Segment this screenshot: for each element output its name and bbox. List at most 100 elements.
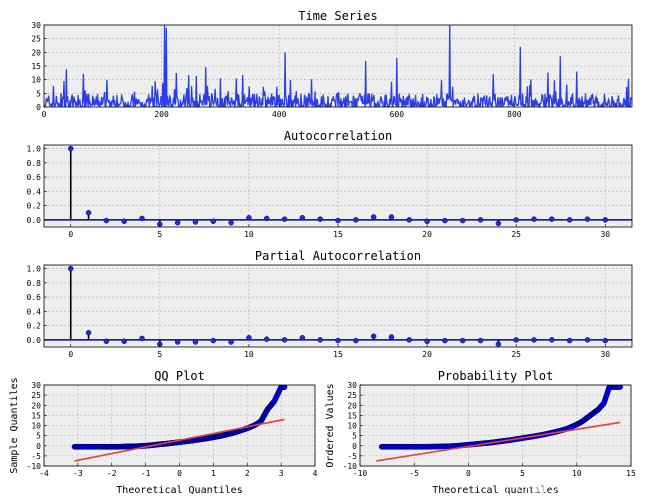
x-tick-label: 5 xyxy=(520,469,525,478)
x-axis-label: Theoretical Quantiles xyxy=(116,485,242,496)
marker-lag-26 xyxy=(531,216,537,222)
subplot-title: Probability Plot xyxy=(438,369,554,383)
x-tick-label: 5 xyxy=(157,350,162,359)
x-tick-label: 2 xyxy=(245,469,250,478)
marker-lag-3 xyxy=(121,338,127,345)
x-tick-label: 3 xyxy=(279,469,284,478)
y-tick-label: 10 xyxy=(347,422,357,431)
y-tick-label: 15 xyxy=(31,411,41,420)
x-tick-label: 0 xyxy=(42,110,47,119)
marker-lag-27 xyxy=(549,216,555,222)
y-tick-label: 0.4 xyxy=(27,307,42,316)
y-tick-label: 0 xyxy=(352,442,357,451)
marker-lag-28 xyxy=(566,337,573,344)
y-tick-label: 15 xyxy=(347,411,357,420)
marker-lag-10 xyxy=(246,334,252,341)
x-tick-label: 0 xyxy=(177,469,182,478)
y-tick-label: 0.4 xyxy=(27,187,42,196)
marker-lag-4 xyxy=(139,335,145,342)
y-tick-label: 0.8 xyxy=(27,279,42,288)
marker-lag-22 xyxy=(459,217,466,224)
x-tick-label: 5 xyxy=(157,230,162,239)
x-tick-label: -1 xyxy=(141,469,151,478)
marker-lag-15 xyxy=(335,217,341,224)
y-tick-label: 0.2 xyxy=(27,202,42,211)
y-tick-label: 5 xyxy=(36,432,41,441)
marker-lag-23 xyxy=(477,217,484,223)
marker-lag-15 xyxy=(335,337,341,344)
marker-lag-9 xyxy=(228,339,234,345)
marker-lag-6 xyxy=(174,219,181,226)
y-tick-label: 0.6 xyxy=(27,173,42,182)
marker-lag-28 xyxy=(566,217,573,223)
x-tick-label: 4 xyxy=(313,469,318,478)
data-layer xyxy=(44,25,632,107)
subplot-1: 0 200 400 600 800 0 5 10 15 20 25 30 Time Series xyxy=(31,9,633,119)
x-tick-label: 25 xyxy=(511,350,521,359)
marker-lag-25 xyxy=(513,217,519,223)
x-tick-label: 15 xyxy=(333,230,343,239)
marker-lag-22 xyxy=(459,337,466,344)
marker-lag-6 xyxy=(174,339,181,345)
y-tick-label: 1.0 xyxy=(27,145,42,154)
fit-line xyxy=(376,421,621,462)
y-tick-label: 0.6 xyxy=(27,293,42,302)
data-layer xyxy=(44,145,632,227)
marker-lag-7 xyxy=(192,339,199,345)
marker-lag-4 xyxy=(139,215,145,222)
marker-lag-0 xyxy=(67,265,74,272)
y-tick-label: 30 xyxy=(347,381,357,390)
x-tick-label: -4 xyxy=(39,469,49,478)
marker-lag-12 xyxy=(281,216,288,222)
subplot-title: Partial Autocorrelation xyxy=(255,249,421,263)
y-tick-label: 10 xyxy=(31,422,41,431)
x-tick-label: -2 xyxy=(107,469,117,478)
subplot-title: QQ Plot xyxy=(154,369,205,383)
y-tick-label: 0 xyxy=(36,103,41,112)
marker-lag-26 xyxy=(531,337,537,343)
marker-lag-18 xyxy=(388,214,395,220)
y-tick-label: 0.0 xyxy=(27,336,42,345)
x-tick-label: 400 xyxy=(272,110,287,119)
x-tick-label: 10 xyxy=(244,350,254,359)
marker-lag-8 xyxy=(210,218,217,225)
marker-lag-20 xyxy=(424,338,430,345)
marker-lag-17 xyxy=(370,333,377,340)
x-tick-label: 600 xyxy=(390,110,405,119)
marker-lag-20 xyxy=(424,218,430,225)
y-tick-label: 25 xyxy=(347,391,357,400)
y-tick-label: -10 xyxy=(27,462,42,471)
y-axis-label: Ordered Values xyxy=(325,383,336,467)
marker-lag-3 xyxy=(121,218,127,225)
y-tick-label: 20 xyxy=(31,401,41,410)
marker-lag-14 xyxy=(317,216,323,222)
x-tick-label: 10 xyxy=(244,230,254,239)
marker-lag-18 xyxy=(388,334,395,340)
x-tick-label: 200 xyxy=(154,110,169,119)
marker-lag-21 xyxy=(442,337,448,344)
y-tick-label: 0.2 xyxy=(27,322,42,331)
subplot-title: Time Series xyxy=(298,9,377,23)
x-tick-label: 25 xyxy=(511,230,521,239)
marker-lag-25 xyxy=(513,337,519,343)
x-axis-label: Theoretical quantiles xyxy=(432,485,558,496)
marker-lag-2 xyxy=(103,217,110,224)
y-tick-label: 5 xyxy=(352,432,357,441)
marker-lag-17 xyxy=(370,214,377,220)
data-layer xyxy=(71,385,288,462)
marker-lag-16 xyxy=(353,217,359,223)
x-tick-label: 0 xyxy=(68,350,73,359)
marker-lag-21 xyxy=(442,217,448,224)
subplot-title: Autocorrelation xyxy=(284,129,392,143)
marker-lag-9 xyxy=(228,219,234,226)
marker-lag-16 xyxy=(353,337,359,344)
marker-lag-13 xyxy=(299,214,306,221)
watermark: CSDN @拓端研究室 xyxy=(506,483,634,500)
y-tick-label: 1.0 xyxy=(27,265,42,274)
marker-lag-10 xyxy=(246,214,252,221)
marker-lag-1 xyxy=(85,329,92,336)
scatter-point xyxy=(617,385,623,390)
subplot-5: -10 -5 0 5 10 15-10-5051015202530Probability … xyxy=(325,369,636,496)
x-tick-label: 0 xyxy=(466,469,471,478)
y-tick-label: -10 xyxy=(343,462,358,471)
